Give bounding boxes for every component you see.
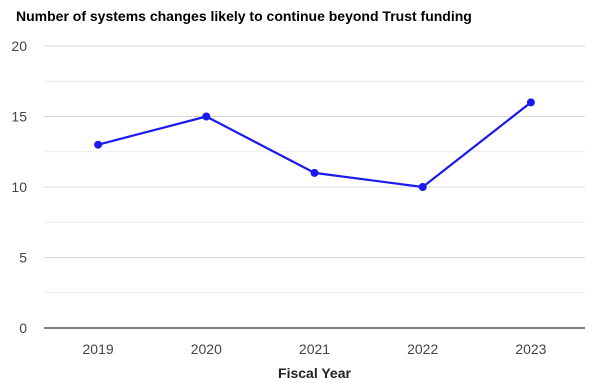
data-point <box>310 168 319 177</box>
y-tick-label: 20 <box>11 38 27 54</box>
x-tick-label: 2023 <box>515 341 546 357</box>
x-tick-label: 2021 <box>299 341 330 357</box>
y-tick-label: 15 <box>11 109 27 125</box>
data-point <box>94 140 103 149</box>
x-tick-label: 2019 <box>83 341 114 357</box>
x-axis-title: Fiscal Year <box>278 365 351 381</box>
data-point <box>526 98 535 107</box>
data-point <box>202 112 211 121</box>
x-tick-label: 2022 <box>407 341 438 357</box>
y-tick-label: 5 <box>19 250 27 266</box>
x-tick-label: 2020 <box>191 341 222 357</box>
y-tick-label: 0 <box>19 320 27 336</box>
y-tick-label: 10 <box>11 179 27 195</box>
chart-title: Number of systems changes likely to cont… <box>16 8 472 24</box>
data-point <box>418 183 427 191</box>
